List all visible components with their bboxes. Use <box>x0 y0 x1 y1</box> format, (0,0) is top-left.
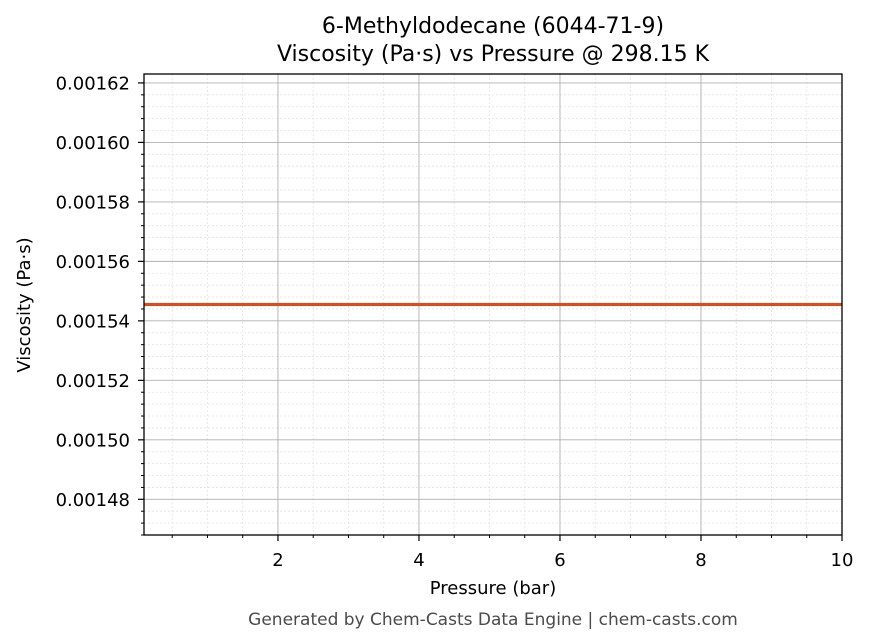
x-tick-label: 8 <box>695 550 706 571</box>
y-axis-label: Viscosity (Pa·s) <box>14 237 35 372</box>
chart-title-line2: Viscosity (Pa·s) vs Pressure @ 298.15 K <box>277 42 710 67</box>
y-tick-label: 0.00152 <box>56 371 130 392</box>
x-axis-label: Pressure (bar) <box>430 578 556 599</box>
x-tick-label: 2 <box>272 550 283 571</box>
ticks-layer: 2 4 6 8 10 0.00148 0.00150 0.00152 0.00154 0.0015… <box>56 73 854 571</box>
y-tick-label: 0.00150 <box>56 430 130 451</box>
y-tick-label: 0.00154 <box>56 311 130 332</box>
y-tick-label: 0.00156 <box>56 252 130 273</box>
y-tick-label: 0.00160 <box>56 133 130 154</box>
x-tick-label: 4 <box>413 550 424 571</box>
y-tick-label: 0.00162 <box>56 73 130 94</box>
chart-title-line1: 6-Methyldodecane (6044-71-9) <box>322 14 664 39</box>
x-tick-label: 6 <box>554 550 565 571</box>
y-tick-label: 0.00148 <box>56 490 130 511</box>
footer-credit: Generated by Chem-Casts Data Engine | ch… <box>248 610 738 630</box>
x-tick-label: 10 <box>831 550 854 571</box>
minor-grid <box>144 74 842 536</box>
y-tick-label: 0.00158 <box>56 192 130 213</box>
plot-frame <box>143 73 843 536</box>
